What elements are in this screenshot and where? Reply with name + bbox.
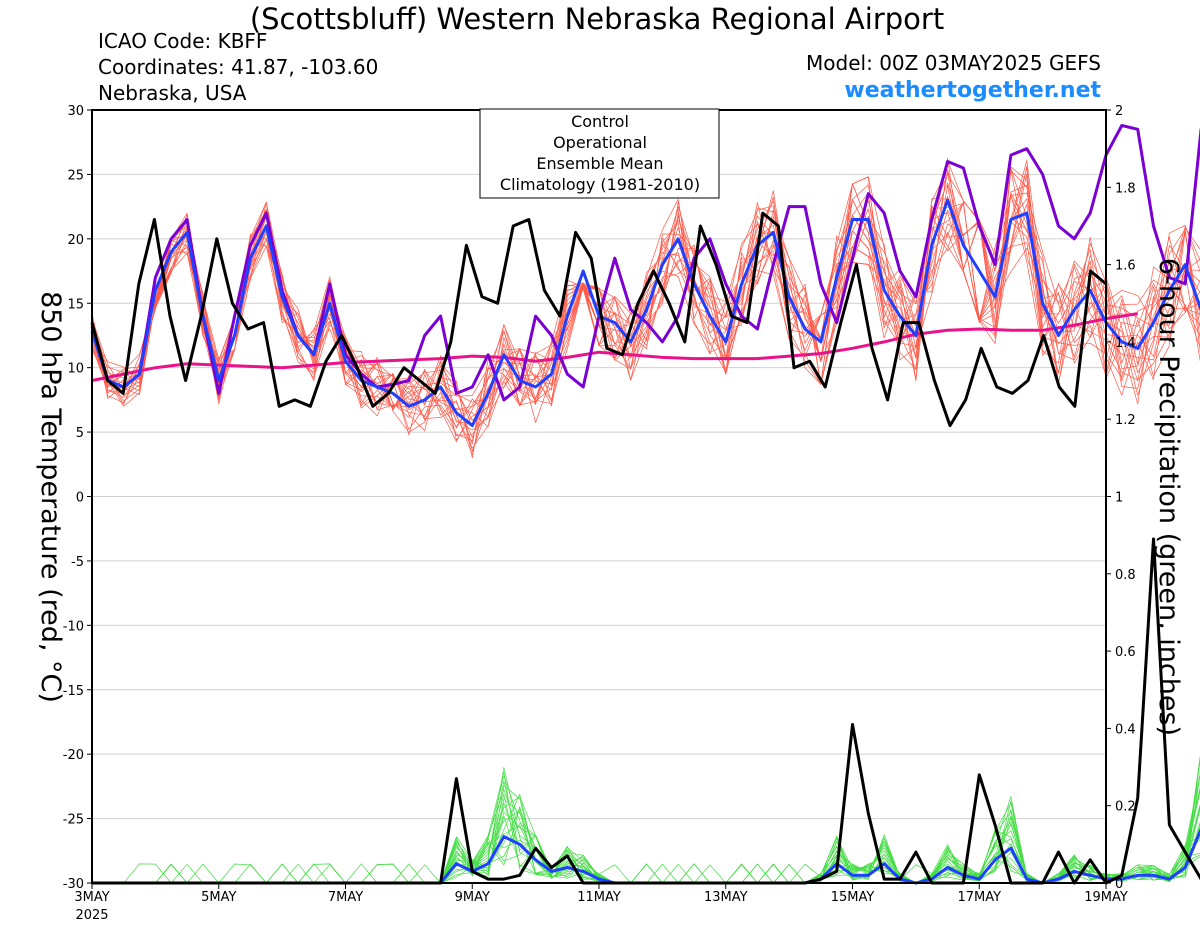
legend-control: Control bbox=[571, 112, 629, 131]
x-tick-label: 19MAY bbox=[1084, 890, 1128, 905]
model-run: Model: 00Z 03MAY2025 GEFS bbox=[806, 51, 1101, 75]
right-tick-label: 1 bbox=[1115, 491, 1123, 506]
temp-member-line bbox=[91, 157, 1200, 424]
x-year-label: 2025 bbox=[75, 908, 108, 923]
right-tick-label: 1.6 bbox=[1115, 259, 1136, 274]
temp-control-line bbox=[90, 211, 1107, 428]
temp-member-line bbox=[91, 211, 1200, 449]
right-tick-label: 0.4 bbox=[1115, 722, 1136, 737]
left-tick-label: -5 bbox=[71, 555, 84, 570]
x-tick-label: 9MAY bbox=[455, 890, 490, 905]
y-left-axis-label: 850 hPa Temperature (red, °C) bbox=[35, 291, 66, 703]
chart-title: (Scottsbluff) Western Nebraska Regional … bbox=[250, 2, 944, 36]
legend-operational: Operational bbox=[553, 133, 647, 152]
left-tick-label: -20 bbox=[63, 748, 84, 763]
x-axis-ticks: 3MAY 5MAY 7MAY 9MAY 11MAY 13MAY 15MAY 17MAY 19MA… bbox=[74, 883, 1128, 923]
left-tick-label: -30 bbox=[63, 877, 84, 892]
x-tick-label: 7MAY bbox=[328, 890, 363, 905]
right-tick-label: 0.8 bbox=[1115, 568, 1136, 583]
right-tick-label: 2 bbox=[1115, 104, 1123, 119]
right-tick-label: 0.2 bbox=[1115, 800, 1136, 815]
right-axis-ticks: 2 1.8 1.6 1.4 1.2 1 0.8 0.6 0.4 0.2 0 bbox=[1106, 104, 1136, 892]
left-axis-ticks: 30 25 20 15 10 5 0 -5 -10 -15 -20 -25 -30 bbox=[63, 104, 92, 892]
brand-link[interactable]: weathertogether.net bbox=[844, 78, 1101, 103]
left-tick-label: 10 bbox=[67, 362, 84, 377]
x-tick-label: 5MAY bbox=[201, 890, 236, 905]
temp-ensemble-mean-line bbox=[90, 198, 1200, 428]
left-tick-label: 5 bbox=[76, 426, 84, 441]
legend: Control Operational Ensemble Mean Climat… bbox=[479, 108, 720, 199]
right-tick-label: 0.6 bbox=[1115, 645, 1136, 660]
x-tick-label: 11MAY bbox=[577, 890, 621, 905]
left-tick-label: 0 bbox=[76, 491, 84, 506]
icao-code: ICAO Code: KBFF bbox=[98, 29, 267, 53]
right-tick-label: 1.8 bbox=[1115, 181, 1136, 196]
legend-ensemble-mean: Ensemble Mean bbox=[536, 154, 663, 173]
legend-climatology: Climatology (1981-2010) bbox=[500, 175, 700, 194]
x-tick-label: 17MAY bbox=[957, 890, 1001, 905]
left-tick-label: 20 bbox=[67, 233, 84, 248]
region: Nebraska, USA bbox=[98, 81, 247, 105]
right-tick-label: 0 bbox=[1115, 877, 1123, 892]
left-tick-label: 30 bbox=[67, 104, 84, 119]
left-tick-label: -15 bbox=[63, 684, 84, 699]
left-tick-label: 25 bbox=[67, 168, 84, 183]
left-tick-label: -25 bbox=[63, 813, 84, 828]
legend-box bbox=[479, 108, 720, 199]
left-tick-label: 15 bbox=[67, 297, 84, 312]
right-tick-label: 1.2 bbox=[1115, 413, 1136, 428]
x-tick-label: 13MAY bbox=[704, 890, 748, 905]
temp-member-line bbox=[91, 170, 1200, 418]
temp-operational-line bbox=[90, 124, 1200, 402]
climatology-line bbox=[91, 312, 1138, 382]
coordinates: Coordinates: 41.87, -103.60 bbox=[98, 55, 378, 79]
x-tick-label: 3MAY bbox=[74, 890, 109, 905]
right-tick-label: 1.4 bbox=[1115, 336, 1136, 351]
left-tick-label: -10 bbox=[63, 619, 84, 634]
temp-member-line bbox=[91, 192, 1200, 443]
y-right-axis-label: 6-hour Precipitation (green, inches) bbox=[1153, 258, 1184, 736]
x-tick-label: 15MAY bbox=[831, 890, 875, 905]
